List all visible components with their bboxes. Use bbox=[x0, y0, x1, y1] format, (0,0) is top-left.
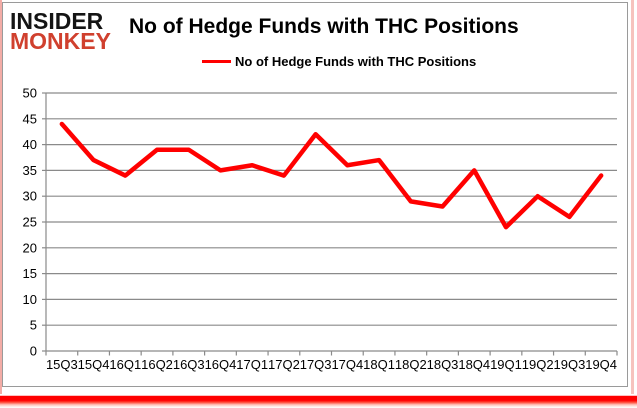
svg-text:17Q1: 17Q1 bbox=[236, 357, 268, 372]
svg-text:10: 10 bbox=[23, 292, 37, 307]
right-red-edge bbox=[631, 0, 634, 394]
svg-text:15Q3: 15Q3 bbox=[46, 357, 78, 372]
svg-text:20: 20 bbox=[23, 240, 37, 255]
svg-text:17Q4: 17Q4 bbox=[331, 357, 363, 372]
svg-text:40: 40 bbox=[23, 137, 37, 152]
svg-text:30: 30 bbox=[23, 189, 37, 204]
svg-text:45: 45 bbox=[23, 111, 37, 126]
svg-text:18Q1: 18Q1 bbox=[363, 357, 395, 372]
svg-text:18Q4: 18Q4 bbox=[458, 357, 490, 372]
svg-text:35: 35 bbox=[23, 163, 37, 178]
insider-monkey-logo: INSIDER MONKEY bbox=[10, 8, 111, 55]
svg-text:17Q3: 17Q3 bbox=[300, 357, 332, 372]
svg-text:50: 50 bbox=[23, 86, 37, 101]
svg-text:19Q1: 19Q1 bbox=[490, 357, 522, 372]
x-axis-labels: 15Q3 15Q4 16Q1 16Q2 16Q3 16Q4 17Q1 17Q2 17Q3 17Q4… bbox=[46, 357, 617, 372]
svg-text:18Q2: 18Q2 bbox=[395, 357, 427, 372]
svg-text:15Q4: 15Q4 bbox=[78, 357, 110, 372]
svg-text:0: 0 bbox=[30, 344, 37, 359]
axis-ticks bbox=[42, 92, 618, 356]
left-red-edge bbox=[0, 0, 2, 394]
svg-text:19Q3: 19Q3 bbox=[554, 357, 586, 372]
page-title: No of Hedge Funds with THC Positions bbox=[129, 15, 519, 38]
series-line-thc bbox=[59, 121, 604, 230]
y-axis-labels: 0 5 10 15 20 25 30 35 40 45 50 bbox=[23, 86, 37, 359]
svg-text:25: 25 bbox=[23, 215, 37, 230]
logo-text-monkey: MONKEY bbox=[10, 28, 111, 55]
svg-text:16Q4: 16Q4 bbox=[205, 357, 237, 372]
chart-legend: No of Hedge Funds with THC Positions bbox=[202, 54, 476, 69]
svg-text:15: 15 bbox=[23, 266, 37, 281]
svg-text:18Q3: 18Q3 bbox=[427, 357, 459, 372]
logo-text-insider: INSIDER bbox=[10, 8, 104, 34]
svg-text:5: 5 bbox=[30, 318, 37, 333]
y-gridlines bbox=[46, 92, 617, 352]
bottom-red-bar bbox=[0, 390, 637, 408]
legend-label: No of Hedge Funds with THC Positions bbox=[235, 54, 477, 69]
svg-text:17Q2: 17Q2 bbox=[268, 357, 300, 372]
svg-text:19Q2: 19Q2 bbox=[522, 357, 554, 372]
svg-text:19Q4: 19Q4 bbox=[585, 357, 617, 372]
legend-line-swatch bbox=[202, 60, 231, 63]
svg-text:16Q3: 16Q3 bbox=[173, 357, 205, 372]
svg-text:16Q1: 16Q1 bbox=[109, 357, 141, 372]
svg-text:16Q2: 16Q2 bbox=[141, 357, 173, 372]
